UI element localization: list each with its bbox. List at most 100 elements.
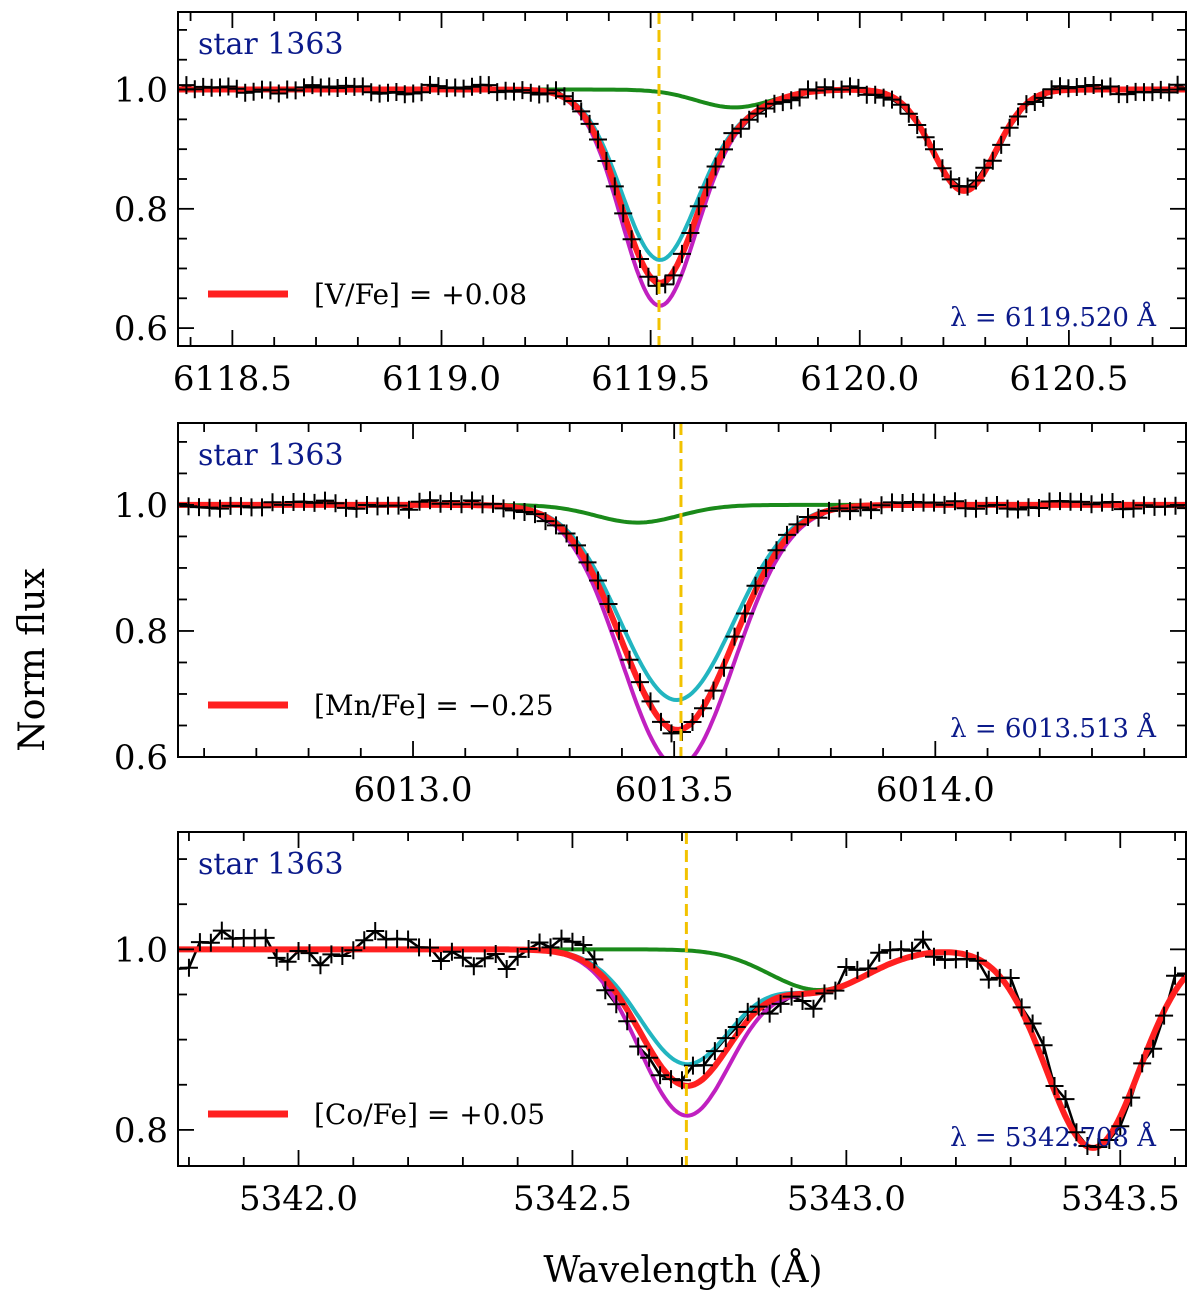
x-tick-label: 5343.0: [787, 1179, 906, 1219]
data-point: [429, 77, 448, 96]
data-point: [1017, 95, 1036, 114]
data-point: [358, 495, 376, 514]
data-point: [916, 128, 935, 147]
data-point: [1001, 969, 1020, 988]
data-point: [862, 501, 880, 520]
data-point: [555, 87, 574, 106]
data-point: [681, 223, 700, 242]
data-point: [757, 99, 775, 118]
data-point: [738, 1002, 757, 1021]
data-point: [305, 493, 324, 512]
data-point: [400, 500, 418, 519]
x-tick-label: 5342.5: [513, 1179, 632, 1219]
data-point: [547, 516, 565, 535]
data-point: [328, 78, 347, 97]
data-point: [725, 627, 744, 646]
data-point: [179, 958, 198, 977]
star-label-3: star 1363: [198, 847, 344, 882]
data-point: [1111, 1117, 1130, 1136]
data-point: [269, 84, 288, 103]
data-point: [232, 497, 250, 516]
data-point: [295, 492, 313, 511]
data-point: [620, 650, 639, 669]
data-point: [1084, 76, 1103, 95]
data-point: [979, 970, 998, 989]
data-point: [1009, 500, 1027, 519]
x-tick-label: 6013.5: [615, 770, 734, 810]
data-point: [404, 84, 423, 103]
data-point: [793, 992, 812, 1011]
data-point: [933, 159, 952, 178]
data-point: [263, 493, 282, 512]
data-point: [295, 78, 313, 97]
data-point: [1103, 492, 1122, 511]
plot-area-3: [178, 832, 1186, 1166]
panel-1: 6118.5 6119.0 6119.5 6120.0 6120.5 0.6 0.8 1.0 s…: [114, 11, 1187, 399]
data-point: [494, 499, 513, 518]
y-tick-label: 1.0: [114, 71, 168, 111]
data-point: [596, 981, 615, 1000]
data-point: [647, 276, 666, 295]
data-point: [716, 1029, 735, 1048]
data-point: [640, 1048, 659, 1067]
data-point: [410, 492, 429, 511]
data-point: [765, 94, 784, 113]
data-point: [464, 957, 483, 976]
data-point: [1100, 1130, 1119, 1149]
data-point: [782, 987, 801, 1006]
data-point: [859, 959, 878, 978]
data-point: [1118, 85, 1137, 104]
upper-model-1: [178, 87, 1186, 262]
panel-frame-2: [177, 422, 1187, 758]
y-axis-title: Norm flux: [12, 568, 53, 751]
data-point: [698, 178, 717, 197]
data-point: [1056, 1090, 1075, 1109]
data-point: [286, 81, 305, 100]
data-point: [1076, 77, 1095, 96]
data-point: [1059, 79, 1078, 98]
data-point: [631, 673, 649, 692]
data-point: [767, 541, 786, 560]
data-point: [589, 130, 607, 149]
data-point: [815, 78, 834, 97]
data-point: [694, 699, 712, 718]
data-point: [1067, 1123, 1086, 1142]
data-point: [541, 938, 560, 957]
data-point: [261, 81, 280, 100]
data-point: [344, 941, 363, 960]
data-point: [244, 82, 263, 101]
data-point: [1009, 107, 1027, 126]
data-point: [201, 933, 220, 952]
data-point: [1051, 77, 1069, 96]
data-point: [662, 1070, 681, 1089]
data-point: [589, 571, 607, 590]
data-point: [610, 621, 628, 640]
data-point: [891, 95, 910, 114]
data-point: [1089, 1138, 1108, 1157]
x-tick-label: 5343.5: [1061, 1179, 1180, 1219]
data-point: [311, 956, 330, 975]
data-point: [723, 124, 742, 143]
data-point: [311, 78, 330, 97]
x-tick-label: 6118.5: [173, 359, 292, 399]
data-point: [935, 495, 954, 514]
data-point: [664, 266, 683, 285]
data-point: [1082, 495, 1101, 514]
data-point: [355, 931, 374, 950]
data-point: [820, 501, 838, 520]
data-point: [673, 244, 691, 263]
data-point: [607, 995, 626, 1014]
data-point: [631, 249, 649, 268]
data-point: [300, 944, 319, 963]
data-point: [227, 79, 246, 98]
data-point: [521, 83, 540, 102]
data-point: [893, 493, 912, 512]
x-tick-label: 6119.5: [591, 359, 710, 399]
data-point: [320, 77, 339, 96]
data-point: [303, 76, 322, 95]
data-point: [988, 496, 1006, 515]
data-point: [925, 140, 943, 159]
data-point: [557, 524, 576, 543]
data-point: [968, 951, 987, 970]
